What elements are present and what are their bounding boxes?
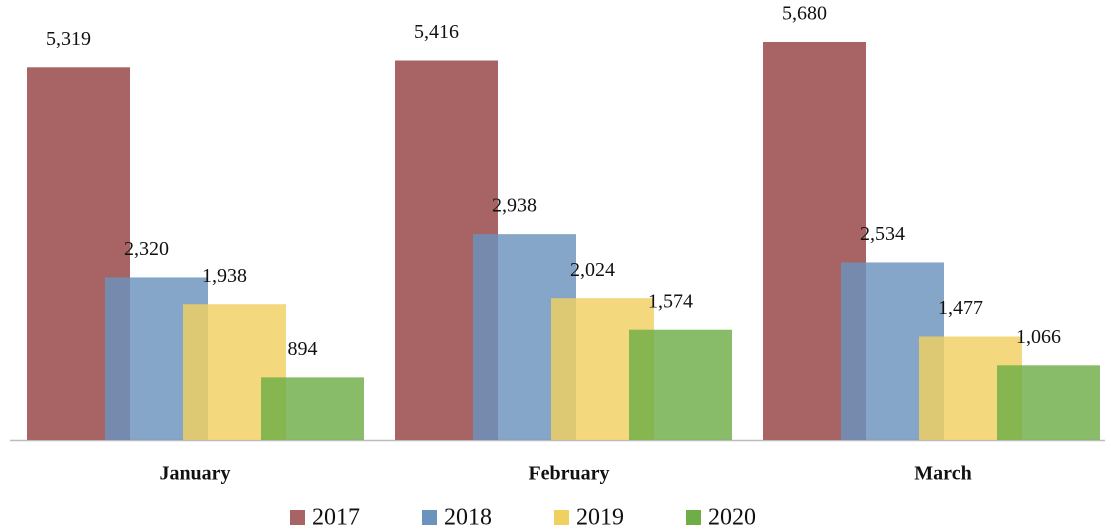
data-label: 2,024	[570, 259, 615, 281]
legend-swatch	[290, 510, 305, 525]
legend-swatch	[422, 510, 437, 525]
legend-swatch	[554, 510, 569, 525]
data-label: 1,477	[938, 297, 983, 319]
data-label: 894	[288, 338, 318, 360]
data-label: 1,574	[648, 290, 693, 312]
data-label: 2,534	[860, 223, 905, 245]
data-label: 5,416	[414, 21, 459, 43]
legend-label: 2017	[312, 505, 360, 531]
bar	[261, 377, 364, 440]
bar	[629, 329, 732, 440]
x-tick-label: February	[528, 463, 609, 485]
data-label: 5,319	[46, 28, 91, 50]
data-label: 2,938	[492, 195, 537, 217]
data-label: 2,320	[124, 238, 169, 260]
data-label: 1,938	[202, 265, 247, 287]
bar	[997, 365, 1100, 440]
legend-label: 2020	[708, 505, 756, 531]
legend-label: 2018	[444, 505, 492, 531]
data-label: 1,066	[1016, 326, 1061, 348]
x-tick-label: March	[914, 463, 971, 485]
data-label: 5,680	[782, 3, 827, 25]
x-tick-label: January	[159, 463, 230, 485]
legend-swatch	[686, 510, 701, 525]
legend-label: 2019	[576, 505, 624, 531]
